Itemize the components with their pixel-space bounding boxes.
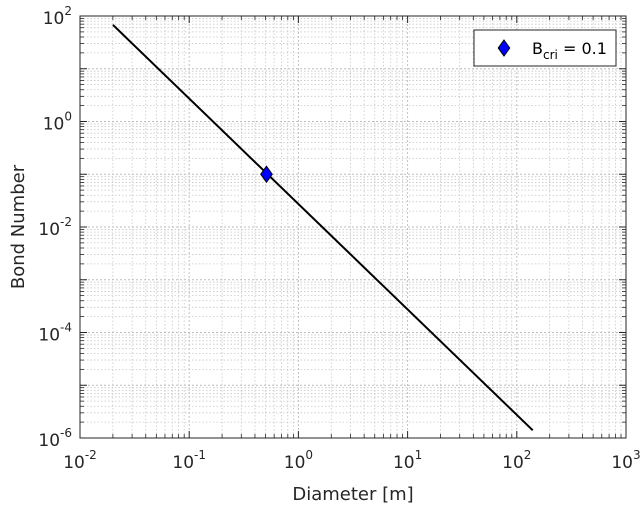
x-tick-label: 103 <box>611 448 640 473</box>
legend-marker-diamond <box>497 39 511 57</box>
x-tick-label: 100 <box>284 448 313 473</box>
axis-ticks <box>79 15 627 439</box>
major-grid <box>79 15 627 439</box>
data-point-diamond <box>260 165 273 184</box>
y-tick-label: 10-4 <box>38 321 72 346</box>
y-tick-label: 10-2 <box>38 215 72 240</box>
x-tick-label: 101 <box>393 448 422 473</box>
y-tick-label: 102 <box>43 4 72 29</box>
x-tick-label: 10-1 <box>172 448 206 473</box>
legend: Bcri = 0.1 <box>473 29 617 67</box>
x-axis-title: Diameter [m] <box>292 484 413 505</box>
x-tick-label: 10-2 <box>63 448 97 473</box>
y-tick-label: 100 <box>43 110 72 135</box>
y-tick-labels: 10-6 10-4 10-2 100 102 <box>38 4 72 451</box>
series-layer <box>112 24 534 432</box>
x-tick-label: 102 <box>502 448 531 473</box>
legend-label: Bcri = 0.1 <box>532 39 607 62</box>
y-axis-title: Bond Number <box>8 164 29 289</box>
y-tick-label: 10-6 <box>38 426 72 451</box>
x-tick-labels: 10-2 10-1 100 101 102 103 <box>63 448 640 473</box>
series-line-0 <box>112 24 534 432</box>
